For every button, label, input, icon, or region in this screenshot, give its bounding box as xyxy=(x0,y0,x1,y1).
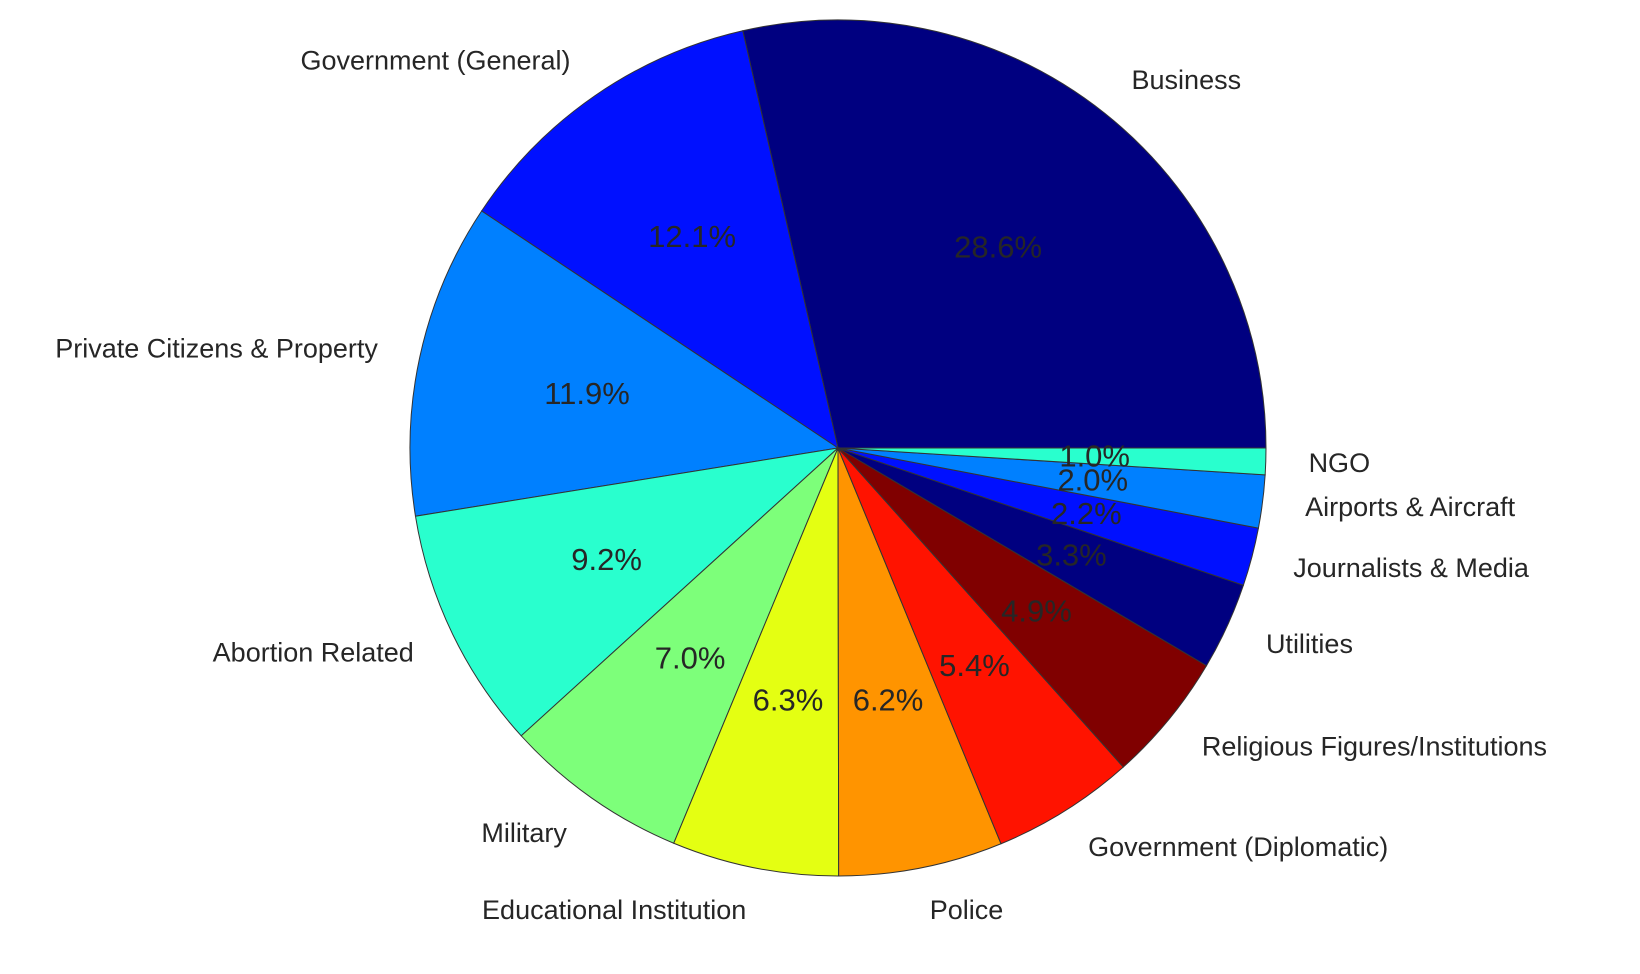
percent-label-educational-institution: 6.3% xyxy=(753,682,824,717)
pie-slice-government-general xyxy=(480,30,839,450)
percent-label-private-citizens-property: 11.9% xyxy=(544,376,630,411)
pie-slice-government-diplomatic xyxy=(837,447,1125,845)
pie-slice-abortion-related xyxy=(414,447,840,737)
pie-slice-business xyxy=(742,19,1267,449)
slices-layer xyxy=(409,19,1267,877)
category-label-government-diplomatic: Government (Diplomatic) xyxy=(1088,832,1388,862)
percent-label-government-general: 12.1% xyxy=(648,219,736,254)
category-label-airports-aircraft: Airports & Aircraft xyxy=(1305,492,1516,522)
pie-slice-military xyxy=(520,447,839,844)
percent-label-military: 7.0% xyxy=(655,640,726,675)
category-label-ngo: NGO xyxy=(1309,448,1371,478)
category-labels-layer: Business Government (General) Private Citi… xyxy=(55,46,1547,925)
pie-slice-ngo xyxy=(837,447,1267,476)
percent-label-ngo: 1.0% xyxy=(1059,439,1130,474)
percent-label-journalists-media: 2.2% xyxy=(1051,496,1122,531)
category-label-business: Business xyxy=(1132,65,1242,95)
pie-slice-police xyxy=(837,447,1002,877)
pie-slice-educational-institution xyxy=(673,447,840,877)
category-label-educational-institution: Educational Institution xyxy=(482,895,746,925)
percent-label-police: 6.2% xyxy=(853,682,924,717)
percent-label-business: 28.6% xyxy=(954,230,1042,265)
category-label-police: Police xyxy=(930,895,1004,925)
category-label-government-general: Government (General) xyxy=(300,46,570,76)
category-label-journalists-media: Journalists & Media xyxy=(1293,553,1530,583)
category-label-religious-figures-institutions: Religious Figures/Institutions xyxy=(1202,732,1547,762)
category-label-utilities: Utilities xyxy=(1266,629,1353,659)
category-label-private-citizens-property: Private Citizens & Property xyxy=(55,333,378,363)
percent-label-religious-figures-institutions: 4.9% xyxy=(1001,593,1072,628)
category-label-abortion-related: Abortion Related xyxy=(213,637,414,667)
percent-label-government-diplomatic: 5.4% xyxy=(939,648,1010,683)
category-label-military: Military xyxy=(481,818,567,848)
percent-label-abortion-related: 9.2% xyxy=(571,542,642,577)
percent-label-airports-aircraft: 2.0% xyxy=(1057,463,1128,498)
pie-slice-private-citizens-property xyxy=(409,210,840,517)
percent-labels-layer: 28.6% 12.1% 11.9% 9.2% 7.0% 6.3% 6.2% 5.4% 4.9% 3… xyxy=(544,219,1130,717)
percent-label-utilities: 3.3% xyxy=(1036,538,1107,573)
